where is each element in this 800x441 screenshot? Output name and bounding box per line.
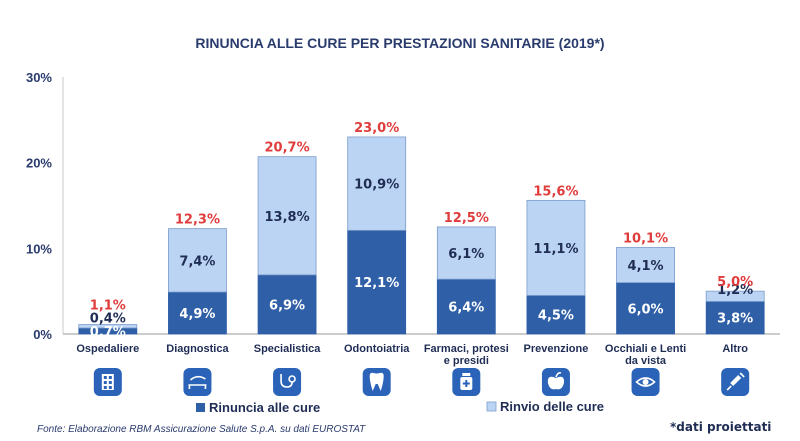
total-label: 20,7%: [265, 141, 310, 156]
data-label-rinvio: 6,1%: [448, 247, 484, 262]
y-tick-label: 10%: [26, 241, 52, 256]
legend-label-rinuncia: Rinuncia alle cure: [209, 400, 320, 415]
bar-segment-rinvio: [257, 156, 317, 276]
bar-segment-rinvio: [168, 228, 227, 293]
source-note: Fonte: Elaborazione RBM Assicurazione Sa…: [37, 424, 366, 435]
bar-segment-rinuncia: [616, 282, 675, 335]
category-label: Altro: [722, 343, 748, 355]
data-label-rinuncia: 6,4%: [448, 301, 484, 316]
data-label-rinvio: 11,1%: [533, 242, 578, 257]
bar-segment-rinvio: [78, 324, 138, 329]
bar-segment-rinvio: [347, 136, 407, 231]
data-label-rinuncia: 6,9%: [269, 298, 305, 313]
category-label: Ospedaliere: [76, 343, 139, 355]
stethoscope-icon: [273, 368, 302, 396]
y-tick-label: 0%: [33, 327, 52, 342]
bar-segment-rinuncia: [347, 229, 407, 335]
data-label-rinvio: 10,9%: [354, 178, 399, 193]
category-label: Specialistica: [254, 343, 322, 355]
data-label-rinuncia: 12,1%: [354, 276, 399, 291]
legend-label-rinvio: Rinvio delle cure: [500, 399, 604, 414]
data-label-rinvio: 4,1%: [628, 259, 664, 274]
bar-segment-rinuncia: [526, 295, 586, 335]
category-label: Occhiali e Lenti: [605, 343, 686, 355]
total-label: 12,3%: [175, 213, 220, 228]
data-label-rinvio: 0,4%: [90, 312, 126, 327]
total-label: 12,5%: [444, 211, 489, 226]
xray-icon: [183, 368, 212, 396]
bar-segment-rinuncia: [436, 278, 496, 335]
bar-segment-rinvio: [526, 199, 586, 296]
data-label-rinuncia: 4,9%: [179, 307, 215, 322]
total-label: 10,1%: [623, 231, 668, 246]
bar-segment-rinvio: [705, 290, 765, 302]
data-label-rinuncia: 0,7%: [90, 325, 126, 340]
data-label-rinvio: 13,8%: [265, 210, 310, 225]
total-label: 1,1%: [90, 299, 126, 314]
y-tick-label: 30%: [26, 70, 52, 85]
total-label: 23,0%: [354, 121, 399, 136]
legend-swatch-rinuncia: [196, 403, 205, 412]
data-label-rinvio: 1,2%: [717, 283, 753, 298]
projection-note: *dati proiettati: [670, 420, 772, 434]
data-label-rinuncia: 3,8%: [717, 312, 753, 327]
y-tick-label: 20%: [26, 156, 52, 171]
legend-swatch-rinvio: [486, 401, 497, 412]
category-label: Odontoiatria: [344, 343, 410, 355]
data-label-rinvio: 7,4%: [179, 254, 215, 269]
bar-segment-rinuncia: [168, 291, 227, 335]
chart-title: RINUNCIA ALLE CURE PER PRESTAZIONI SANIT…: [195, 35, 604, 51]
category-label: da vista: [625, 355, 667, 367]
category-label: Diagnostica: [166, 343, 229, 355]
category-label: e presidi: [444, 355, 489, 367]
category-label: Farmaci, protesi: [424, 343, 509, 355]
total-label: 5,0%: [717, 275, 753, 290]
bar-segment-rinvio: [616, 247, 675, 284]
data-label-rinuncia: 4,5%: [538, 309, 574, 324]
total-label: 15,6%: [533, 184, 578, 199]
data-label-rinuncia: 6,0%: [628, 302, 664, 317]
bar-segment-rinuncia: [257, 274, 317, 335]
category-label: Prevenzione: [524, 343, 589, 355]
bar-segment-rinvio: [436, 226, 496, 280]
